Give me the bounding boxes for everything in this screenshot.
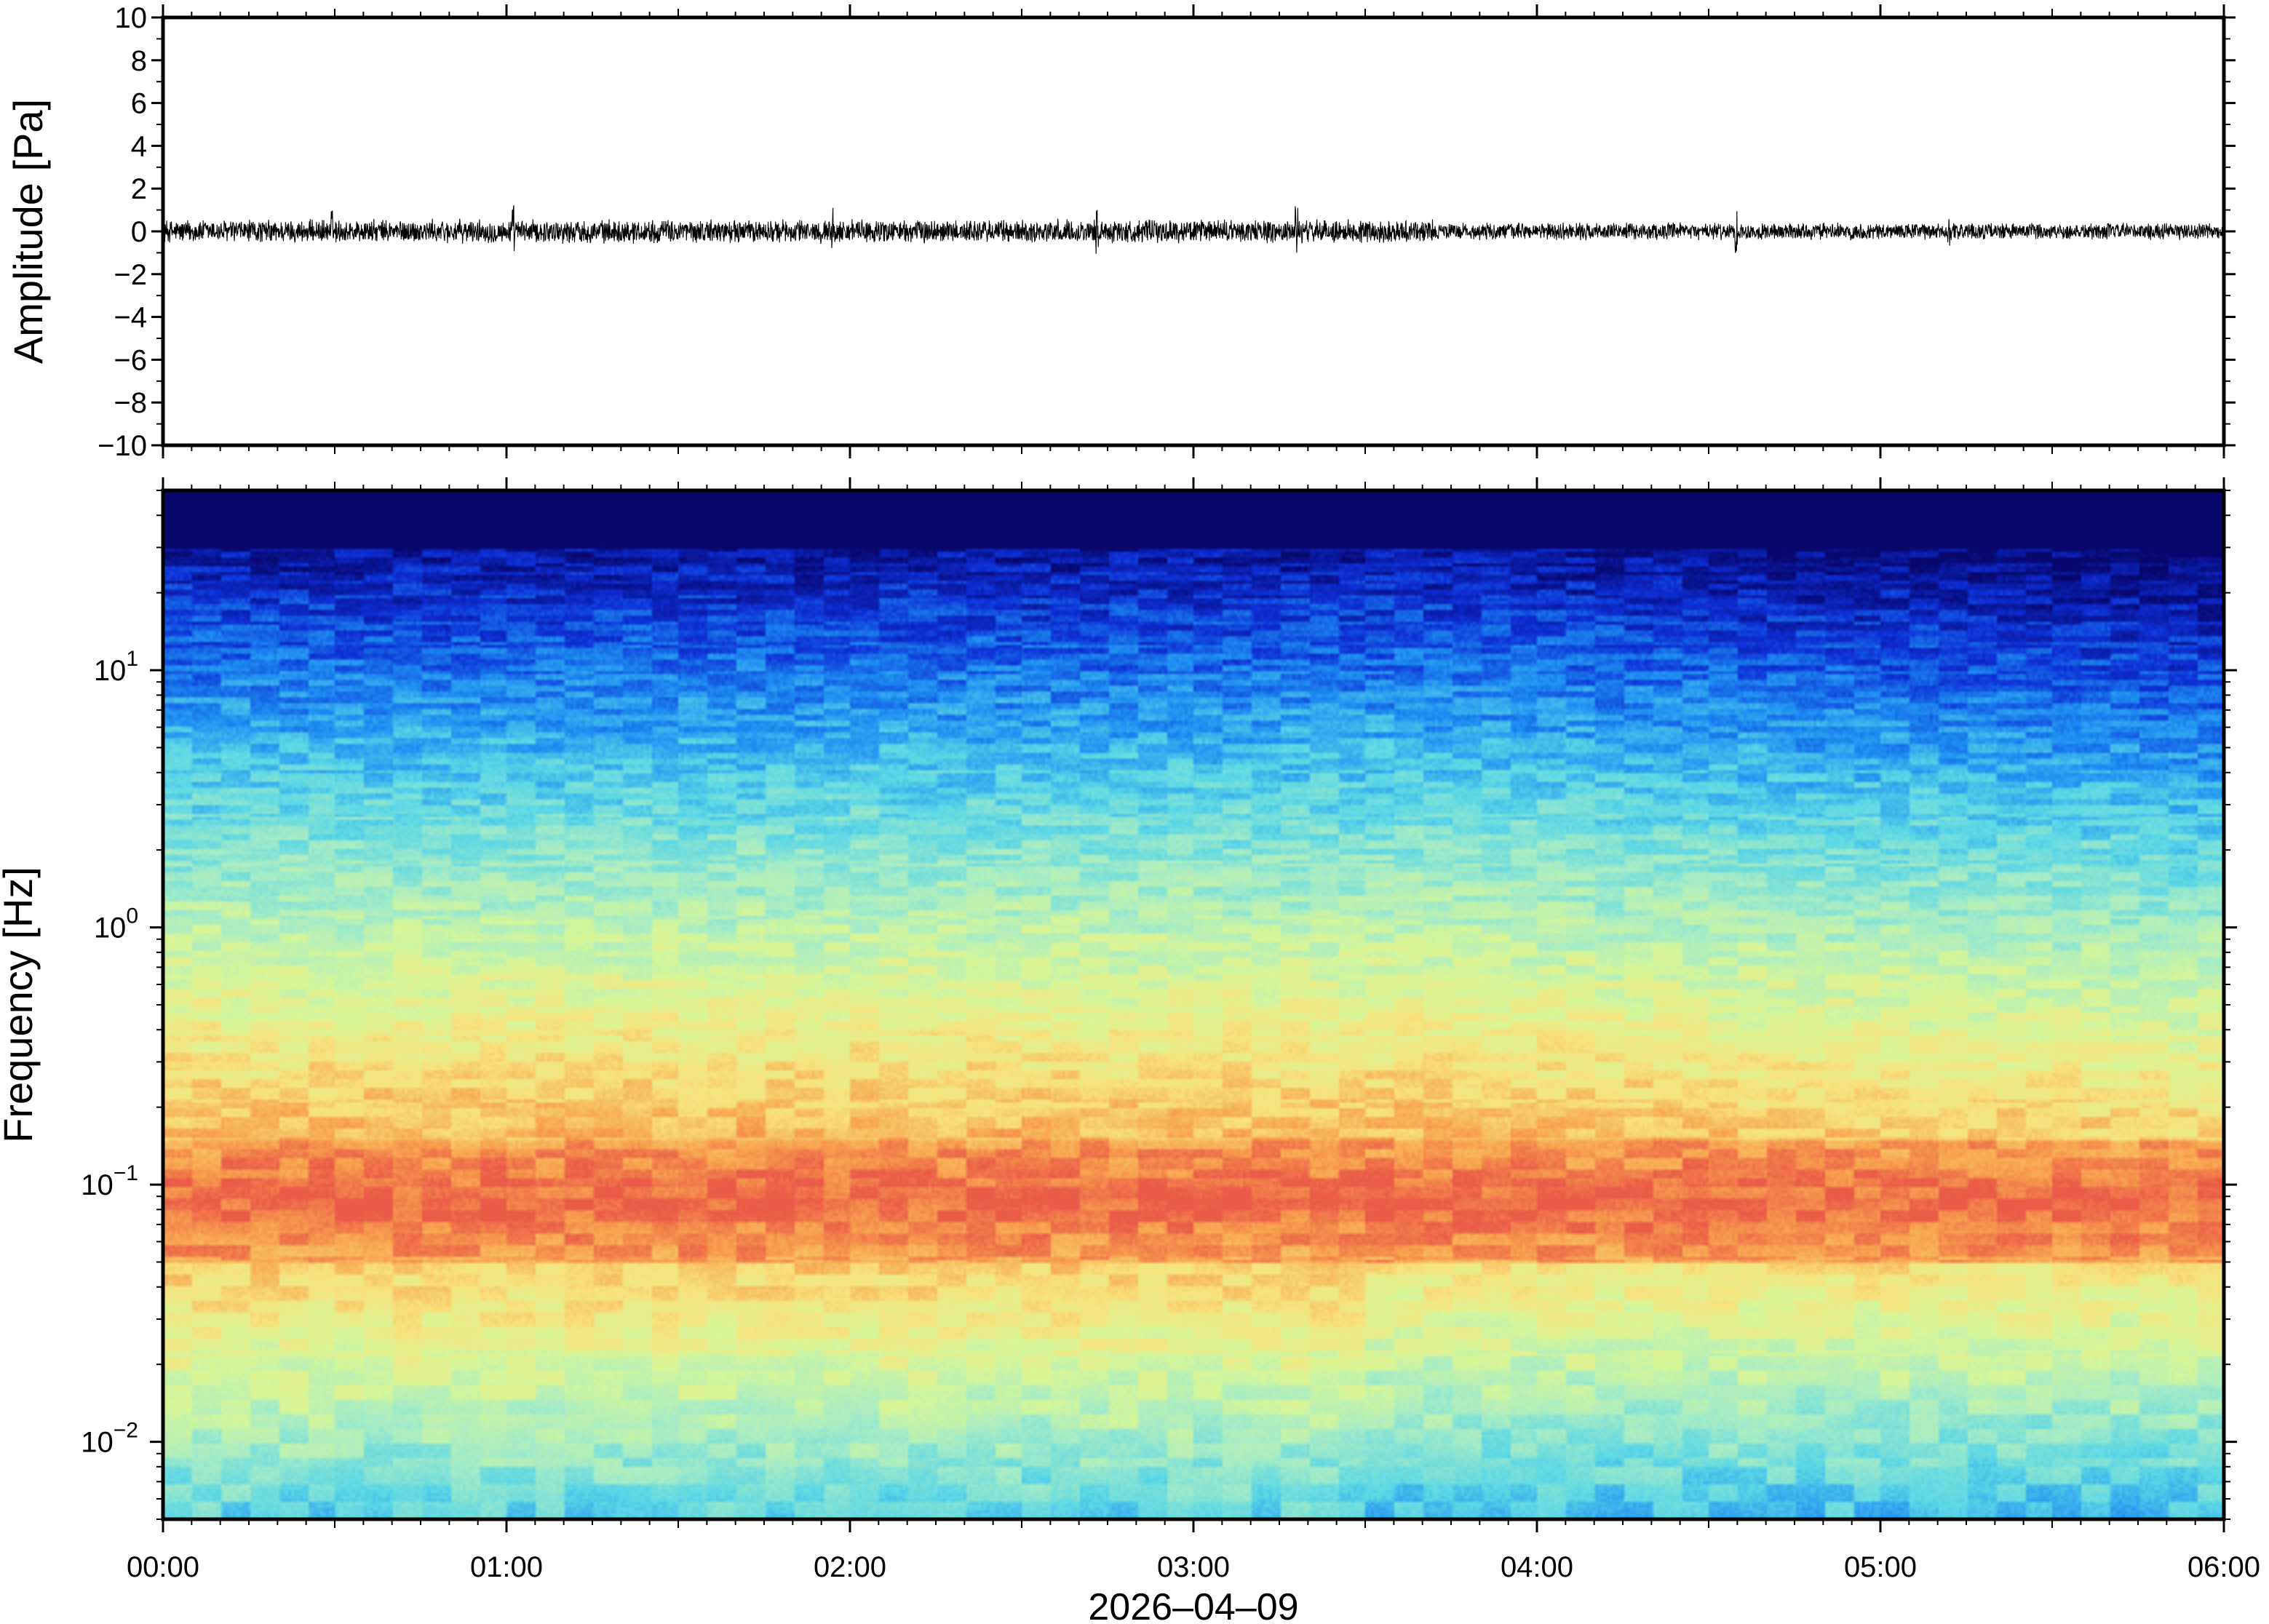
frequency-tick-exponent: 1	[126, 647, 138, 671]
spectrogram-frame	[161, 488, 2226, 1521]
amplitude-tick-label: 8	[131, 45, 147, 77]
frequency-tick-label: 10−2	[81, 1419, 138, 1459]
date-label: 2026–04–09	[1088, 1586, 1298, 1624]
time-tick-label: 02:00	[814, 1551, 886, 1583]
amplitude-tick-label: −2	[114, 259, 147, 291]
frequency-tick-exponent: −2	[114, 1419, 138, 1443]
time-tick-label: 00:00	[127, 1551, 199, 1583]
time-tick-label: 03:00	[1157, 1551, 1230, 1583]
time-tick-label: 01:00	[470, 1551, 543, 1583]
amplitude-tick-label: 6	[131, 88, 147, 120]
frequency-axis-title: Frequency [Hz]	[0, 867, 41, 1143]
time-tick-label: 06:00	[2187, 1551, 2260, 1583]
amplitude-tick-label: −8	[114, 387, 147, 419]
time-axis-labels: 00:00 01:00 02:00 03:00 04:00 05:00 06:00	[127, 1551, 2260, 1583]
amplitude-tick-label: 0	[131, 216, 147, 248]
waveform-y-ticks: 10 8 6 4 2 0 −2 −4 −6 −8 −10	[98, 2, 2236, 462]
time-tick-label: 05:00	[1844, 1551, 1917, 1583]
waveform-trace	[163, 204, 2224, 254]
frequency-tick-label: 101	[94, 647, 138, 687]
amplitude-tick-label: 10	[115, 2, 148, 34]
amplitude-tick-label: −4	[114, 302, 147, 334]
spectrogram-heatmap	[163, 490, 2224, 1519]
frequency-tick-exponent: −1	[114, 1161, 138, 1185]
frequency-tick-label: 10−1	[81, 1161, 138, 1201]
amplitude-series-line	[163, 204, 2224, 254]
amplitude-tick-label: −6	[114, 344, 147, 376]
amplitude-tick-label: −10	[98, 430, 147, 462]
frequency-tick-label: 100	[94, 904, 138, 944]
amplitude-tick-label: 2	[131, 173, 147, 205]
amplitude-tick-label: 4	[131, 130, 147, 162]
time-tick-label: 04:00	[1501, 1551, 1573, 1583]
amplitude-axis-title: Amplitude [Pa]	[5, 99, 51, 364]
waveform-panel: 10 8 6 4 2 0 −2 −4 −6 −8 −10 Amplitude [Pa]	[5, 2, 2236, 462]
frequency-tick-exponent: 0	[126, 904, 138, 928]
waveform-frame	[161, 15, 2226, 447]
